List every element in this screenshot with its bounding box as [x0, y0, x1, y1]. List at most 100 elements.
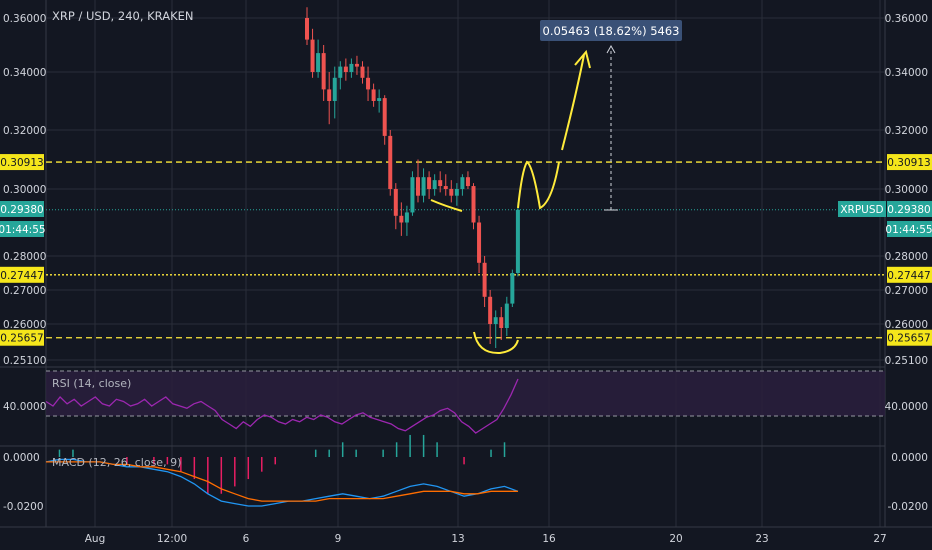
price-axis-left[interactable]: 0.36000 0.34000 0.32000 0.30000 0.28000 0.270… — [3, 13, 46, 367]
candle-body-11[interactable] — [366, 77, 371, 90]
candle-body-8[interactable] — [349, 63, 354, 72]
level-left-box-2 — [0, 329, 44, 346]
time-tick-6: 20 — [669, 533, 682, 545]
level-left-box-0 — [0, 154, 44, 171]
rsi-title: RSI (14, close) — [52, 377, 131, 390]
candle-body-38[interactable] — [515, 209, 520, 273]
level-left-label-2: 0.25657 — [0, 333, 43, 345]
time-tick-8: 27 — [873, 533, 886, 545]
drawing-arrow-head — [574, 49, 591, 69]
time-tick-5: 16 — [542, 533, 556, 545]
current-price-right-label: 0.29380 — [887, 204, 930, 216]
macd-title: MACD (12, 26, close, 9) — [52, 456, 181, 469]
candle-body-33[interactable] — [488, 296, 493, 324]
candle-body-35[interactable] — [499, 317, 504, 328]
candle-body-19[interactable] — [410, 177, 415, 213]
candle-body-4[interactable] — [327, 89, 332, 101]
price-tick-right-1: 0.34000 — [885, 67, 928, 79]
price-tick-right-0: 0.36000 — [885, 13, 928, 25]
price-tick-right-5: 0.27000 — [885, 285, 928, 297]
drawing-curve-mid[interactable] — [430, 199, 463, 212]
candle-body-1[interactable] — [310, 39, 315, 72]
candle-body-22[interactable] — [427, 177, 432, 189]
rsi-band — [46, 371, 885, 416]
macd-signal-line[interactable] — [46, 461, 518, 502]
price-tick-right-6: 0.26000 — [885, 319, 928, 331]
candle-body-18[interactable] — [404, 212, 409, 223]
price-tick-left-1: 0.34000 — [3, 67, 46, 79]
current-price-right-box — [887, 201, 932, 217]
price-axis-right[interactable]: 0.36000 0.34000 0.32000 0.30000 0.28000 0.270… — [885, 13, 928, 367]
symbol-badge: XRPUSD — [840, 204, 883, 216]
drawing-bottom-curve[interactable] — [473, 331, 519, 355]
price-tick-right-3: 0.30000 — [885, 184, 928, 196]
macd-histogram[interactable] — [46, 434, 518, 494]
candle-body-10[interactable] — [360, 66, 365, 78]
candle-body-28[interactable] — [460, 177, 465, 189]
time-tick-0: Aug — [85, 533, 106, 545]
candle-body-34[interactable] — [493, 317, 498, 324]
candle-body-37[interactable] — [510, 273, 515, 304]
measure-label-box[interactable] — [540, 20, 682, 41]
level-right-box-1 — [887, 266, 932, 283]
candle-body-9[interactable] — [354, 63, 359, 67]
candle-body-6[interactable] — [338, 66, 343, 78]
macd-right-tick-0: 0.0000 — [891, 452, 928, 464]
horizontal-levels[interactable]: 0.30913 0.30913 0.27447 0.27447 0.25657 0.256… — [0, 154, 932, 346]
candle-body-17[interactable] — [399, 215, 404, 223]
candle-body-26[interactable] — [449, 189, 454, 196]
price-tick-left-5: 0.27000 — [3, 285, 46, 297]
candle-body-12[interactable] — [371, 89, 376, 101]
grid — [46, 0, 885, 527]
time-axis[interactable]: Aug 12:00 6 9 13 16 20 23 27 — [85, 533, 887, 545]
candle-body-23[interactable] — [432, 180, 437, 189]
drawing-zigzag[interactable] — [517, 160, 560, 210]
measure-label: 0.05463 (18.62%) 5463 — [543, 24, 680, 38]
price-tick-left-4: 0.28000 — [3, 251, 46, 263]
candle-body-7[interactable] — [343, 66, 348, 72]
drawing-up-arrow[interactable] — [561, 54, 585, 151]
current-price-left-box — [0, 201, 44, 217]
macd-left-tick-0: 0.0000 — [3, 452, 40, 464]
countdown-left-box — [0, 221, 44, 237]
level-left-label-1: 0.27447 — [0, 270, 43, 282]
countdown-left-label: 01:44:55 — [0, 224, 46, 236]
candle-body-15[interactable] — [388, 135, 393, 189]
candle-body-30[interactable] — [471, 186, 476, 223]
candle-body-25[interactable] — [443, 186, 448, 189]
macd-right-tick-1: -0.0200 — [887, 501, 928, 513]
candle-body-0[interactable] — [305, 18, 309, 40]
level-right-box-2 — [887, 329, 932, 346]
level-left-label-0: 0.30913 — [0, 157, 43, 169]
current-price-left-label: 0.29380 — [0, 204, 43, 216]
candles[interactable] — [305, 7, 520, 348]
time-tick-2: 6 — [243, 533, 250, 545]
countdown-right-label: 01:44:55 — [885, 224, 932, 236]
macd-line[interactable] — [45, 458, 519, 507]
price-tick-left-6: 0.26000 — [3, 319, 46, 331]
candle-body-14[interactable] — [382, 98, 387, 136]
rsi-left-label: 40.0000 — [3, 401, 46, 413]
candle-body-16[interactable] — [393, 189, 398, 216]
candle-body-24[interactable] — [438, 180, 443, 187]
candle-body-5[interactable] — [332, 77, 337, 101]
time-tick-3: 9 — [335, 533, 342, 545]
macd-left-tick-1: -0.0200 — [3, 501, 44, 513]
candle-body-36[interactable] — [504, 303, 509, 328]
price-tick-left-0: 0.36000 — [3, 13, 46, 25]
price-tick-right-2: 0.32000 — [885, 125, 928, 137]
candle-body-29[interactable] — [465, 177, 470, 187]
candle-body-13[interactable] — [377, 98, 382, 101]
candle-body-31[interactable] — [477, 222, 482, 263]
candle-body-27[interactable] — [454, 189, 459, 196]
candle-body-20[interactable] — [416, 177, 420, 196]
candle-body-2[interactable] — [316, 53, 321, 72]
time-tick-7: 23 — [755, 533, 768, 545]
chart-title: XRP / USD, 240, KRAKEN — [52, 9, 193, 23]
candle-body-21[interactable] — [421, 177, 426, 196]
candle-body-32[interactable] — [482, 262, 487, 297]
rsi-line[interactable] — [45, 378, 519, 434]
level-right-label-2: 0.25657 — [887, 333, 930, 345]
candle-body-3[interactable] — [321, 53, 326, 90]
